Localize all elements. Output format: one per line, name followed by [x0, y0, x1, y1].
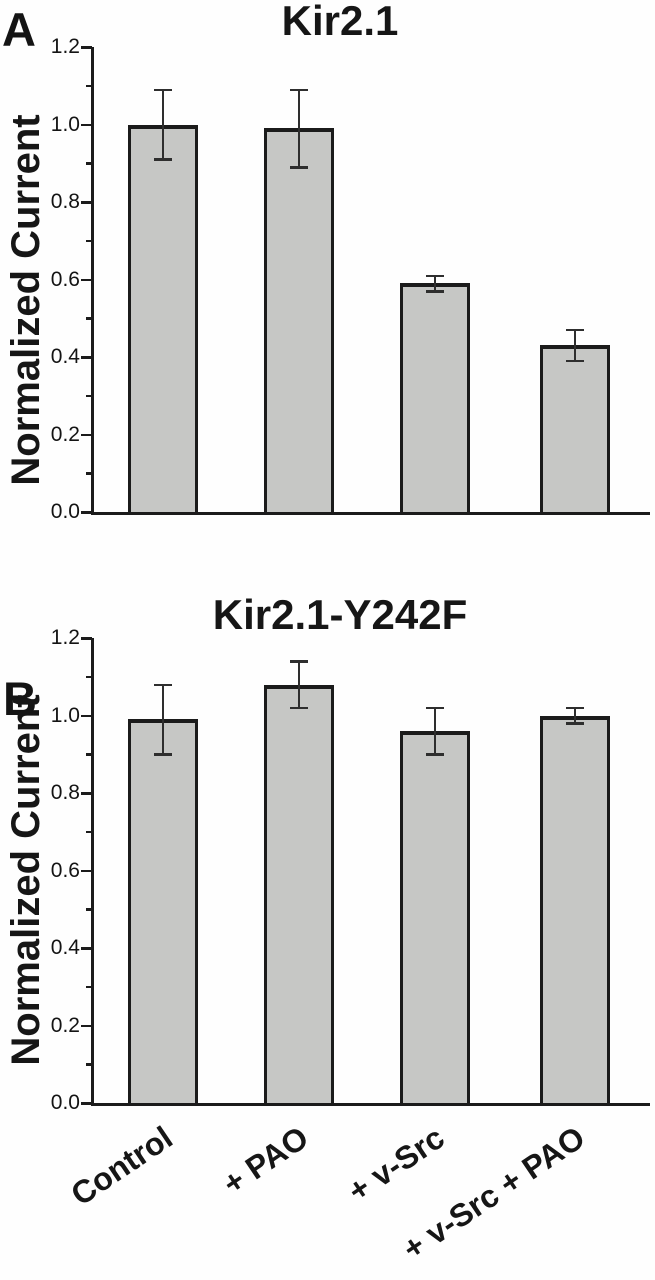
y-major-tick [81, 201, 92, 204]
error-bar-line [297, 89, 301, 168]
x-category-label--v-src: + v-Src [341, 1119, 452, 1210]
y-minor-tick [86, 239, 92, 243]
y-major-tick [81, 1102, 92, 1105]
panel-a-title: Kir2.1 [281, 0, 399, 44]
x-category-label--pao: + PAO [216, 1119, 316, 1202]
x-axis-line [91, 1103, 650, 1106]
error-bar-cap-bottom [566, 359, 584, 363]
y-tick-label: 0.2 [50, 422, 80, 446]
error-bar-cap-bottom [154, 158, 172, 161]
y-tick-label: 0.8 [50, 190, 80, 213]
error-bar-cap-bottom [290, 166, 308, 169]
y-minor-tick [86, 985, 92, 989]
error-bar-line [573, 707, 577, 724]
panel-a-letter: A [2, 3, 36, 56]
y-tick-label: 1.2 [50, 35, 80, 58]
error-bar-line [161, 684, 165, 755]
error-bar-cap-top [566, 706, 584, 710]
error-bar-cap-top [290, 660, 308, 663]
y-tick-label: 1.0 [50, 703, 80, 727]
error-bar-line [433, 707, 437, 755]
y-major-tick [81, 433, 92, 436]
bar--v-src-pao [540, 345, 610, 515]
y-tick-label: 0.8 [50, 781, 80, 804]
bar--v-src [400, 731, 470, 1106]
error-bar-cap-bottom [566, 722, 584, 725]
y-major-tick [81, 947, 92, 950]
error-bar-line [573, 329, 577, 361]
panel-b-letter: B [3, 672, 37, 725]
y-minor-tick [86, 162, 92, 165]
y-tick-label: 0.0 [50, 1091, 80, 1114]
y-major-tick [81, 511, 92, 514]
error-bar-cap-top [566, 328, 584, 332]
y-major-tick [81, 46, 92, 49]
x-axis-line [91, 512, 650, 515]
y-tick-label: 0.6 [50, 267, 80, 291]
error-bar-cap-top [154, 683, 172, 686]
y-minor-tick [86, 830, 92, 834]
y-major-tick [81, 637, 92, 640]
y-minor-tick [86, 1063, 92, 1066]
error-bar-cap-top [426, 274, 444, 278]
bar--pao [264, 684, 334, 1106]
y-tick-label: 0.0 [50, 500, 80, 523]
y-minor-tick [86, 753, 92, 756]
error-bar-cap-bottom [426, 290, 444, 293]
y-tick-label: 0.4 [50, 936, 80, 959]
error-bar-line [433, 275, 437, 292]
error-bar-cap-bottom [426, 753, 444, 756]
x-category-label-control: Control [64, 1119, 180, 1213]
error-bar-cap-top [290, 88, 308, 92]
error-bar-cap-bottom [154, 753, 172, 756]
error-bar-cap-top [426, 706, 444, 710]
y-major-tick [81, 792, 92, 795]
y-minor-tick [86, 908, 92, 911]
y-minor-tick [86, 472, 92, 475]
bar--pao [264, 128, 334, 515]
y-minor-tick [86, 394, 92, 398]
error-bar-cap-bottom [290, 706, 308, 710]
y-minor-tick [86, 317, 92, 320]
y-major-tick [81, 1024, 92, 1027]
error-bar-line [297, 661, 301, 708]
y-tick-label: 0.4 [50, 345, 80, 368]
bar--v-src [400, 283, 470, 515]
bar-control [128, 719, 198, 1106]
y-axis-line [91, 47, 94, 515]
bar--v-src-pao [540, 715, 610, 1106]
y-tick-label: 0.6 [50, 858, 80, 882]
y-tick-label: 1.2 [50, 626, 80, 649]
panel-b-title: Kir2.1-Y242F [212, 591, 468, 638]
y-major-tick [81, 714, 92, 717]
y-axis-line [91, 638, 94, 1106]
y-tick-label: 1.0 [50, 112, 80, 136]
error-bar-cap-top [154, 88, 172, 92]
y-major-tick [81, 278, 92, 281]
y-major-tick [81, 869, 92, 872]
y-major-tick [81, 356, 92, 359]
y-tick-label: 0.2 [50, 1013, 80, 1037]
bar-control [128, 124, 198, 515]
y-major-tick [81, 123, 92, 126]
y-minor-tick [86, 84, 92, 88]
y-minor-tick [86, 675, 92, 679]
error-bar-line [161, 89, 165, 160]
